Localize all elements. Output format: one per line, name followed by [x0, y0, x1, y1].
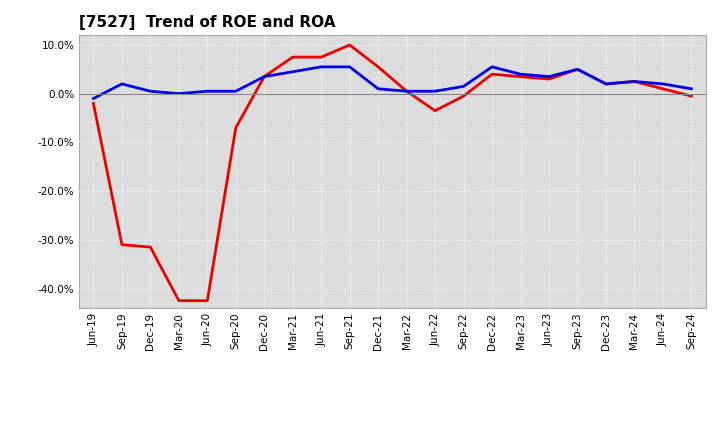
ROE — [487, 72, 496, 77]
ROE — [346, 42, 354, 48]
ROE — [687, 93, 696, 99]
ROA — [431, 88, 439, 94]
ROE — [146, 245, 155, 250]
ROE — [260, 74, 269, 79]
ROE — [402, 88, 411, 94]
ROA — [402, 88, 411, 94]
ROE — [459, 93, 468, 99]
ROA — [687, 86, 696, 92]
ROE — [573, 66, 582, 72]
ROA — [459, 84, 468, 89]
ROA — [289, 69, 297, 74]
ROA — [374, 86, 382, 92]
ROE — [602, 81, 611, 87]
Legend: ROE, ROA: ROE, ROA — [313, 437, 472, 440]
Line: ROE: ROE — [94, 45, 691, 301]
ROA — [602, 81, 611, 87]
Line: ROA: ROA — [94, 67, 691, 99]
ROA — [346, 64, 354, 70]
ROE — [117, 242, 126, 247]
ROA — [317, 64, 325, 70]
ROE — [545, 77, 554, 82]
ROE — [431, 108, 439, 114]
ROE — [89, 101, 98, 106]
ROA — [516, 72, 525, 77]
ROE — [317, 55, 325, 60]
ROE — [289, 55, 297, 60]
ROA — [146, 88, 155, 94]
ROE — [516, 74, 525, 79]
ROE — [630, 79, 639, 84]
ROA — [260, 74, 269, 79]
ROE — [174, 298, 183, 303]
ROA — [203, 88, 212, 94]
ROA — [630, 79, 639, 84]
ROA — [545, 74, 554, 79]
ROE — [203, 298, 212, 303]
ROA — [487, 64, 496, 70]
ROE — [374, 64, 382, 70]
ROE — [232, 125, 240, 130]
ROA — [573, 66, 582, 72]
Text: [7527]  Trend of ROE and ROA: [7527] Trend of ROE and ROA — [79, 15, 336, 30]
ROA — [232, 88, 240, 94]
ROA — [659, 81, 667, 87]
ROA — [117, 81, 126, 87]
ROA — [174, 91, 183, 96]
ROE — [659, 86, 667, 92]
ROA — [89, 96, 98, 101]
